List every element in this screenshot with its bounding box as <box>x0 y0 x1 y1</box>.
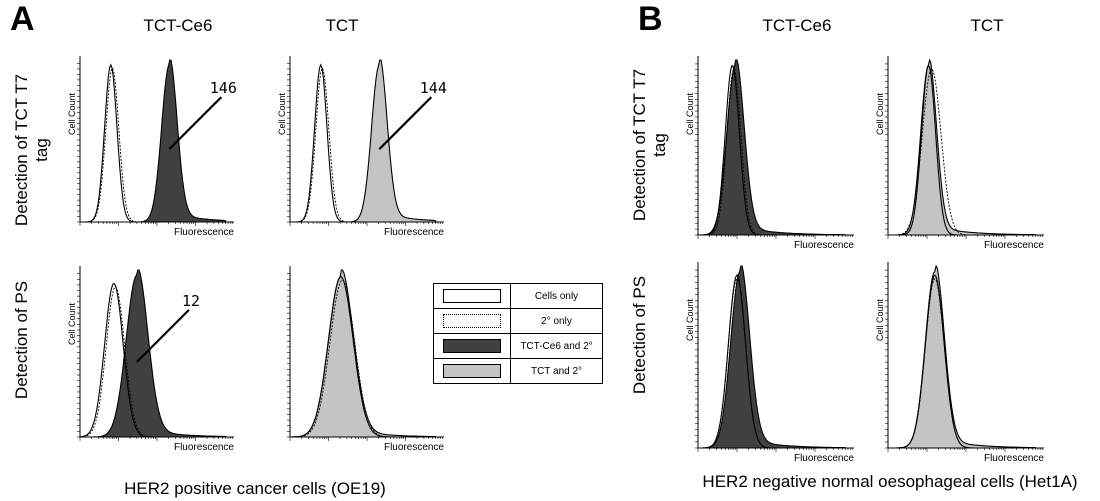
y-axis-label: Cell Count <box>875 92 885 135</box>
caption-a: HER2 positive cancer cells (OE19) <box>124 479 386 498</box>
col-title-b-tct: TCT <box>970 16 1004 35</box>
histogram-series-dotted <box>888 68 1044 236</box>
histogram-svg: Cell Count Fluorescence 144 <box>277 56 447 238</box>
annotation-label: 12 <box>182 292 200 310</box>
histogram-svg: Fluorescence <box>287 266 444 453</box>
histogram-a-tag-tct: Cell Count Fluorescence 144 <box>272 52 450 243</box>
histogram-series-dark <box>698 265 854 449</box>
x-axis-label: Fluorescence <box>174 227 234 238</box>
histogram-b-tag-tctce6: Cell Count Fluorescence <box>680 52 860 255</box>
annotation-label: 144 <box>420 79 447 97</box>
row-label-a-ps: Detection of PS <box>12 280 31 400</box>
histogram-b-tag-tct: Cell Count Fluorescence <box>870 52 1050 255</box>
legend: Cells only 2° only TCT-Ce6 and 2° TCT an… <box>433 283 603 384</box>
histogram-b-ps-tctce6: Cell Count Fluorescence <box>680 258 860 469</box>
histogram-svg: Cell Count Fluorescence <box>685 262 854 464</box>
legend-row-tct: TCT and 2° <box>433 358 603 384</box>
histogram-series-dark <box>80 269 234 438</box>
y-axis-label: Cell Count <box>685 92 695 135</box>
legend-label: TCT and 2° <box>510 358 603 384</box>
histogram-svg: Cell Count Fluorescence <box>875 56 1044 251</box>
histogram-series-dotted <box>290 279 444 438</box>
y-axis-label: Cell Count <box>67 302 77 345</box>
histogram-a-tag-tctce6: Cell Count Fluorescence 146 <box>62 52 240 243</box>
histogram-a-ps-tctce6: Cell Count Fluorescence 12 <box>62 262 240 457</box>
legend-label: 2° only <box>510 308 603 334</box>
x-axis-label: Fluorescence <box>174 442 234 453</box>
x-axis-label: Fluorescence <box>984 240 1044 251</box>
histogram-svg: Cell Count Fluorescence 146 <box>67 56 237 238</box>
col-title-b-tctce6: TCT-Ce6 <box>762 16 832 35</box>
legend-label: Cells only <box>510 283 603 309</box>
annotation-line <box>136 309 190 363</box>
histogram-series-open <box>888 64 1044 236</box>
x-axis-label: Fluorescence <box>794 240 854 251</box>
row-label-b-tag: Detection of TCT T7 tag <box>630 68 669 222</box>
legend-swatch-open <box>443 289 501 303</box>
legend-label: TCT-Ce6 and 2° <box>510 333 603 359</box>
histogram-series-open <box>888 274 1044 449</box>
histogram-a-ps-tct: Fluorescence <box>272 262 450 457</box>
histogram-series-open <box>290 276 444 438</box>
legend-swatch-dotted <box>443 314 501 328</box>
col-title-a-tct: TCT <box>325 16 359 35</box>
x-axis-label: Fluorescence <box>794 453 854 464</box>
legend-swatch-light <box>443 364 501 378</box>
legend-row-tctce6: TCT-Ce6 and 2° <box>433 333 603 359</box>
col-title-a-tctce6: TCT-Ce6 <box>143 16 213 35</box>
annotation-line <box>168 96 223 150</box>
histogram-series-dark <box>698 59 854 236</box>
x-axis-label: Fluorescence <box>384 227 444 238</box>
histogram-series-light <box>888 264 1044 449</box>
y-axis-label: Cell Count <box>685 298 695 341</box>
x-axis-label: Fluorescence <box>984 453 1044 464</box>
histogram-series-light <box>888 58 1044 236</box>
histogram-svg: Cell Count Fluorescence <box>685 56 854 251</box>
caption-b: HER2 negative normal oesophageal cells (… <box>702 472 1078 491</box>
legend-row-cells-only: Cells only <box>433 283 603 309</box>
panel-letter-b: B <box>638 0 663 38</box>
legend-swatch-dark <box>443 339 501 353</box>
legend-row-secondary-only: 2° only <box>433 308 603 334</box>
histogram-b-ps-tct: Cell Count Fluorescence <box>870 258 1050 469</box>
histogram-svg: Cell Count Fluorescence <box>875 262 1044 464</box>
annotation-line <box>378 96 433 150</box>
row-label-a-tag: Detection of TCT T7 tag <box>12 73 51 227</box>
y-axis-label: Cell Count <box>277 92 287 135</box>
histogram-series-dotted <box>888 277 1044 449</box>
row-label-b-ps: Detection of PS <box>630 275 649 395</box>
annotation-label: 146 <box>210 79 237 97</box>
panel-letter-a: A <box>10 0 35 38</box>
y-axis-label: Cell Count <box>67 92 77 135</box>
y-axis-label: Cell Count <box>875 298 885 341</box>
x-axis-label: Fluorescence <box>384 442 444 453</box>
histogram-svg: Cell Count Fluorescence 12 <box>67 266 234 453</box>
histogram-series-light <box>290 269 444 438</box>
